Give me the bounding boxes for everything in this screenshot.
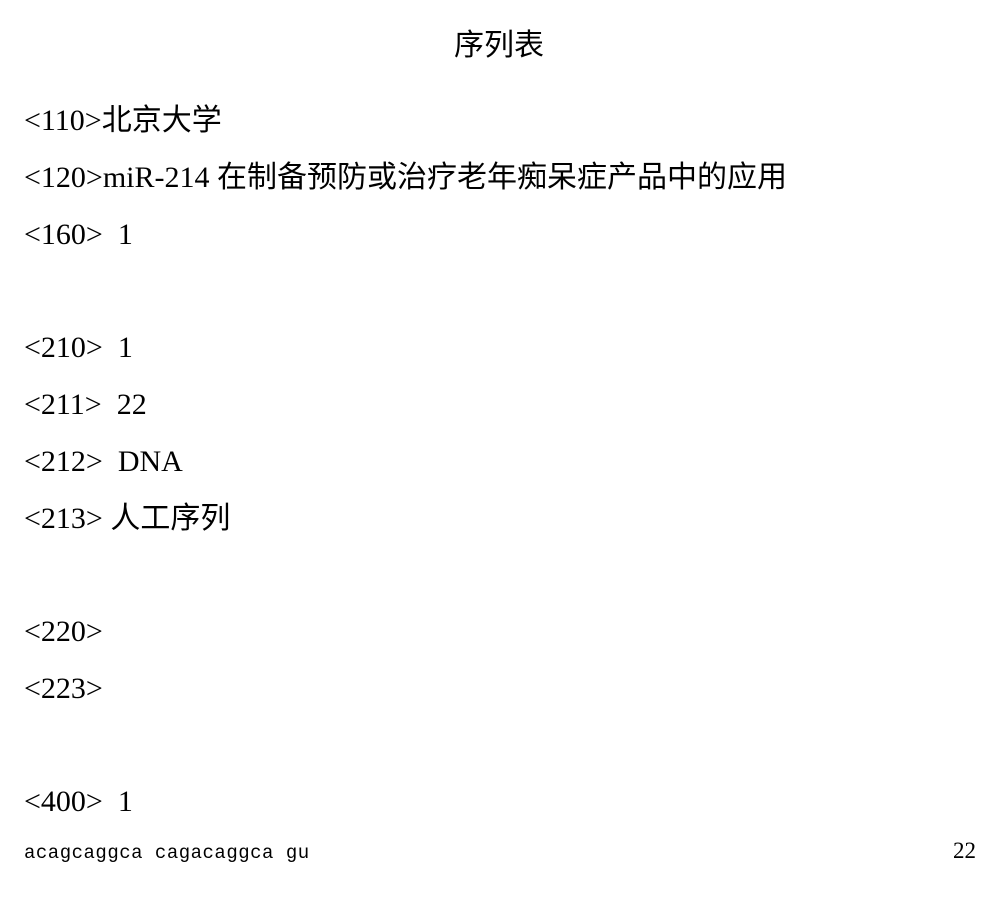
section-gap: [24, 547, 976, 603]
entry-211: <211> 22: [24, 376, 976, 433]
entry-212: <212> DNA: [24, 433, 976, 490]
entry-223: <223>: [24, 660, 976, 717]
entry-220: <220>: [24, 603, 976, 660]
entry-120: <120>miR-214 在制备预防或治疗老年痴呆症产品中的应用: [24, 149, 976, 206]
entry-213: <213> 人工序列: [24, 490, 976, 547]
sequence-row: acagcaggca cagacaggca gu 22: [24, 838, 976, 864]
section-gap: [24, 263, 976, 319]
sequence-length: 22: [953, 838, 976, 864]
document-title: 序列表: [24, 20, 976, 64]
section-gap: [24, 717, 976, 773]
entry-160: <160> 1: [24, 206, 976, 263]
sequence-text: acagcaggca cagacaggca gu: [24, 842, 310, 864]
entry-210: <210> 1: [24, 319, 976, 376]
entry-400: <400> 1: [24, 773, 976, 830]
entry-110: <110>北京大学: [24, 92, 976, 149]
